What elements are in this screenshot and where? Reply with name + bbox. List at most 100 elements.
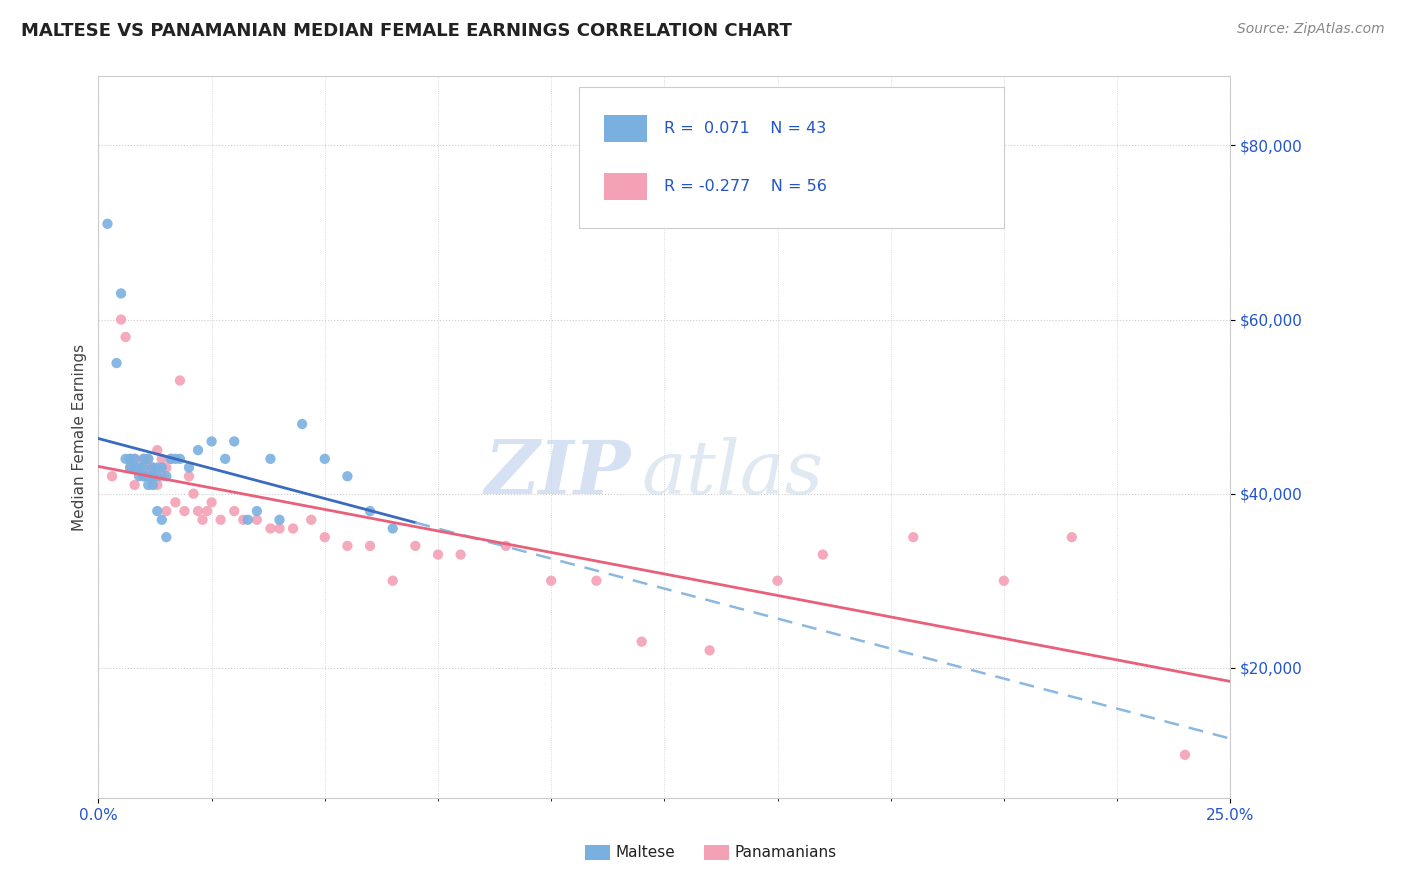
Point bbox=[766, 574, 789, 588]
Point bbox=[903, 530, 925, 544]
Point bbox=[236, 513, 259, 527]
Point bbox=[630, 634, 652, 648]
Point bbox=[1060, 530, 1083, 544]
Point bbox=[169, 451, 191, 466]
Point bbox=[246, 504, 269, 518]
Point bbox=[142, 478, 165, 492]
Point bbox=[136, 451, 159, 466]
Point bbox=[105, 356, 128, 370]
Point bbox=[150, 451, 173, 466]
Point bbox=[336, 469, 359, 483]
Point bbox=[132, 451, 155, 466]
Point bbox=[291, 417, 314, 431]
Point bbox=[124, 460, 146, 475]
Point bbox=[132, 451, 155, 466]
Point bbox=[699, 643, 721, 657]
Point bbox=[96, 217, 118, 231]
Point bbox=[120, 460, 142, 475]
Point bbox=[495, 539, 517, 553]
Point bbox=[177, 469, 200, 483]
Text: MALTESE VS PANAMANIAN MEDIAN FEMALE EARNINGS CORRELATION CHART: MALTESE VS PANAMANIAN MEDIAN FEMALE EARN… bbox=[21, 22, 792, 40]
Point bbox=[155, 460, 177, 475]
Point bbox=[269, 513, 291, 527]
Text: Maltese: Maltese bbox=[616, 845, 675, 860]
Point bbox=[136, 451, 159, 466]
Point bbox=[132, 469, 155, 483]
Point bbox=[124, 478, 146, 492]
Point bbox=[336, 539, 359, 553]
Point bbox=[232, 513, 254, 527]
Point bbox=[314, 530, 336, 544]
Y-axis label: Median Female Earnings: Median Female Earnings bbox=[72, 343, 87, 531]
Point bbox=[128, 460, 150, 475]
Point bbox=[132, 469, 155, 483]
Point bbox=[136, 469, 159, 483]
Point bbox=[120, 451, 142, 466]
FancyBboxPatch shape bbox=[605, 115, 647, 143]
Point bbox=[299, 513, 322, 527]
Point bbox=[128, 460, 150, 475]
Point bbox=[214, 451, 236, 466]
Text: atlas: atlas bbox=[641, 437, 824, 509]
FancyBboxPatch shape bbox=[585, 845, 610, 861]
Point bbox=[209, 513, 232, 527]
Point bbox=[120, 451, 142, 466]
Point bbox=[114, 451, 136, 466]
Point bbox=[259, 451, 281, 466]
Point bbox=[155, 530, 177, 544]
Point bbox=[187, 443, 209, 458]
Point bbox=[540, 574, 562, 588]
Point bbox=[359, 539, 381, 553]
Text: Source: ZipAtlas.com: Source: ZipAtlas.com bbox=[1237, 22, 1385, 37]
Point bbox=[101, 469, 124, 483]
Point bbox=[160, 451, 183, 466]
Point bbox=[187, 504, 209, 518]
Point bbox=[224, 504, 246, 518]
Point bbox=[191, 513, 214, 527]
Point bbox=[142, 469, 165, 483]
Point bbox=[146, 478, 169, 492]
Point bbox=[201, 495, 224, 509]
Point bbox=[165, 495, 187, 509]
Point bbox=[150, 460, 173, 475]
Point bbox=[136, 478, 159, 492]
Text: R = -0.277    N = 56: R = -0.277 N = 56 bbox=[665, 179, 827, 194]
Point bbox=[224, 434, 246, 449]
Point bbox=[114, 330, 136, 344]
Point bbox=[811, 548, 834, 562]
Point bbox=[155, 469, 177, 483]
Point bbox=[132, 460, 155, 475]
Point bbox=[404, 539, 426, 553]
Point bbox=[246, 513, 269, 527]
Point bbox=[146, 460, 169, 475]
Point bbox=[314, 451, 336, 466]
Point bbox=[169, 374, 191, 388]
Point bbox=[160, 451, 183, 466]
Point bbox=[124, 451, 146, 466]
Point bbox=[450, 548, 472, 562]
Point bbox=[142, 460, 165, 475]
FancyBboxPatch shape bbox=[605, 173, 647, 200]
Point bbox=[110, 312, 132, 326]
FancyBboxPatch shape bbox=[704, 845, 728, 861]
Text: Panamanians: Panamanians bbox=[734, 845, 837, 860]
Point bbox=[155, 504, 177, 518]
Point bbox=[183, 486, 205, 500]
Point bbox=[381, 574, 404, 588]
Point bbox=[120, 460, 142, 475]
Point bbox=[128, 469, 150, 483]
Point bbox=[110, 286, 132, 301]
Point bbox=[381, 521, 404, 535]
Point bbox=[146, 504, 169, 518]
Text: ZIP: ZIP bbox=[484, 437, 630, 509]
Point bbox=[269, 521, 291, 535]
Point bbox=[146, 443, 169, 458]
Point bbox=[427, 548, 450, 562]
FancyBboxPatch shape bbox=[579, 87, 1004, 227]
Point bbox=[173, 504, 195, 518]
Point bbox=[201, 434, 224, 449]
Point bbox=[150, 513, 173, 527]
Point bbox=[177, 460, 200, 475]
Point bbox=[1174, 747, 1197, 762]
Text: R =  0.071    N = 43: R = 0.071 N = 43 bbox=[665, 121, 827, 136]
